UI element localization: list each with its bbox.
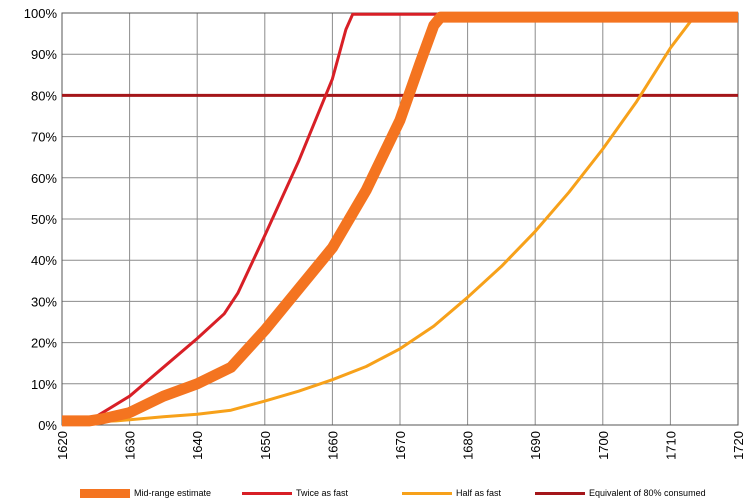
legend-label: Twice as fast [296, 488, 349, 498]
x-tick-label: 1630 [123, 431, 138, 460]
y-tick-label: 50% [31, 212, 57, 227]
y-tick-label: 20% [31, 336, 57, 351]
x-tick-label: 1620 [55, 431, 70, 460]
legend-item: Twice as fast [242, 482, 348, 504]
chart-legend: Mid-range estimate Twice as fast Half as f… [0, 482, 750, 504]
y-tick-label: 60% [31, 171, 57, 186]
x-tick-label: 1660 [325, 431, 340, 460]
y-tick-label: 30% [31, 294, 57, 309]
legend-label: Half as fast [456, 488, 502, 498]
x-tick-label: 1640 [190, 431, 205, 460]
legend-label: Mid-range estimate [134, 488, 212, 498]
y-tick-label: 70% [31, 130, 57, 145]
legend-swatch [402, 491, 452, 495]
y-tick-label: 100% [24, 6, 58, 21]
y-tick-label: 10% [31, 377, 57, 392]
y-tick-label: 0% [38, 418, 57, 433]
x-tick-label: 1690 [528, 431, 543, 460]
y-tick-label: 80% [31, 88, 57, 103]
x-tick-label: 1720 [731, 431, 746, 460]
series-line-half-as-fast [61, 13, 738, 425]
legend-swatch [242, 491, 292, 495]
series-line-twice-as-fast [62, 12, 738, 423]
x-tick-label: 1670 [393, 431, 408, 460]
x-tick-label: 1710 [663, 431, 678, 460]
legend-swatch [80, 488, 130, 498]
x-tick-label: 1680 [461, 431, 476, 460]
legend-item: Equivalent of 80% consumed [535, 482, 706, 504]
y-tick-label: 40% [31, 253, 57, 268]
legend-item: Mid-range estimate [80, 482, 211, 504]
y-tick-label: 90% [31, 47, 57, 62]
x-tick-label: 1650 [258, 431, 273, 460]
legend-item: Half as fast [402, 482, 501, 504]
series-line-mid-range-estimate [62, 11, 738, 427]
chart-plot: 0% 10% 20% 30% 40% 50% 60% 70% 80% 90% 100% 1620 163… [24, 6, 746, 460]
legend-label: Equivalent of 80% consumed [589, 488, 706, 498]
x-tick-label: 1700 [596, 431, 611, 460]
legend-swatch [535, 491, 585, 495]
